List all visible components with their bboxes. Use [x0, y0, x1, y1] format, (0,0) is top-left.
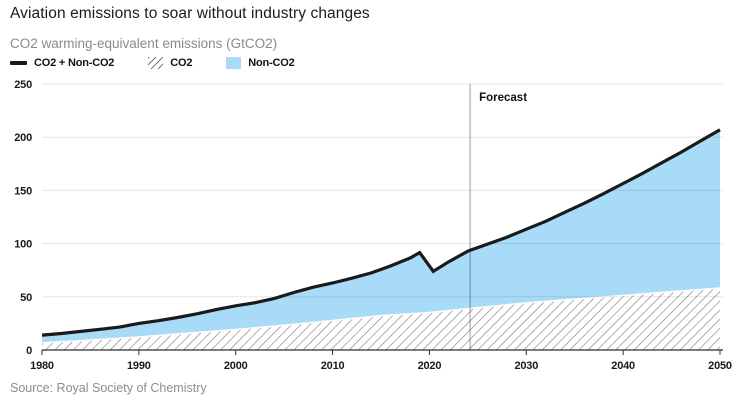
legend-item-total: CO2 + Non-CO2 — [10, 57, 114, 69]
x-tick-label: 2000 — [224, 360, 248, 372]
co2-area — [42, 287, 720, 350]
legend-item-co2: CO2 — [148, 57, 192, 69]
forecast-label: Forecast — [479, 92, 527, 104]
page-title: Aviation emissions to soar without indus… — [10, 5, 370, 22]
fill-swatch-icon — [226, 57, 242, 69]
y-tick-label: 50 — [20, 292, 32, 304]
legend-label: Non-CO2 — [248, 57, 295, 69]
x-tick-label: 1990 — [127, 360, 151, 372]
hatch-swatch-icon — [148, 57, 164, 69]
y-tick-label: 100 — [14, 239, 32, 251]
x-tick-label: 2040 — [611, 360, 635, 372]
total-emissions-line — [41, 128, 721, 337]
legend-label: CO2 — [170, 57, 193, 69]
x-tick-label: 1980 — [30, 360, 54, 372]
non-co2-area — [42, 129, 720, 342]
legend-label: CO2 + Non-CO2 — [34, 57, 115, 69]
y-tick-label: 150 — [14, 185, 32, 197]
chart-subtitle: CO2 warming-equivalent emissions (GtCO2) — [10, 36, 278, 51]
x-tick-label: 2050 — [708, 360, 732, 372]
legend: CO2 + Non-CO2 CO2 Non-CO2 — [10, 57, 295, 69]
x-tick-label: 2030 — [514, 360, 538, 372]
x-tick-label: 2020 — [418, 360, 442, 372]
legend-item-nonco2: Non-CO2 — [226, 57, 295, 69]
source-note: Source: Royal Society of Chemistry — [10, 381, 207, 395]
y-tick-label: 0 — [26, 345, 32, 357]
line-swatch-icon — [10, 61, 27, 65]
y-tick-label: 200 — [14, 132, 32, 144]
x-tick-label: 2010 — [321, 360, 345, 372]
y-tick-label: 250 — [14, 79, 32, 91]
